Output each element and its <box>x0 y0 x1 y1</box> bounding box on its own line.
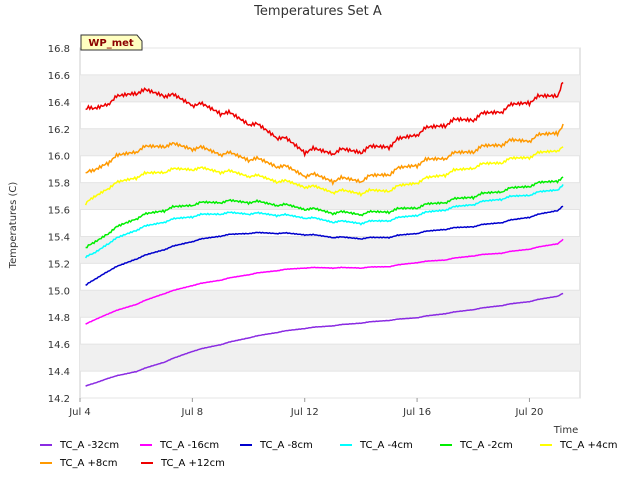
site-badge: WP_met <box>80 34 143 51</box>
y-tick-label: 16.0 <box>48 152 70 163</box>
x-tick-label: Jul 12 <box>290 407 319 418</box>
series-line <box>85 176 564 249</box>
legend-item-tc-a-plus12cm: TC_A +12cm <box>141 458 242 469</box>
y-tick-label: 14.8 <box>48 313 70 324</box>
legend-label: TC_A +12cm <box>161 457 225 469</box>
y-tick-label: 16.2 <box>48 125 70 136</box>
legend-swatch <box>440 444 452 446</box>
y-tick-label: 15.4 <box>48 232 70 243</box>
legend-row: TC_A -32cm TC_A -16cm TC_A -8cm TC_A -4c… <box>40 436 640 454</box>
series-line <box>85 81 564 158</box>
series-lines <box>84 81 564 387</box>
site-badge-label: WP_met <box>88 38 134 49</box>
y-tick-label: 16.4 <box>48 98 70 109</box>
series-line <box>85 238 564 325</box>
legend-swatch <box>40 462 52 464</box>
legend-item-tc-a-2cm: TC_A -2cm <box>440 440 540 451</box>
legend-swatch <box>40 444 52 446</box>
y-tick-label: 15.0 <box>48 286 70 297</box>
legend-label: TC_A +4cm <box>560 439 618 451</box>
legend-label: TC_A -4cm <box>360 439 413 451</box>
legend-item-tc-a-8cm: TC_A -8cm <box>240 440 340 451</box>
y-axis: 14.2 14.4 14.6 14.8 15.0 15.2 15.4 15.6 15.8 16.0… <box>48 44 70 405</box>
legend-swatch <box>140 444 152 446</box>
chart-title: Temperatures Set A <box>253 4 382 19</box>
legend-item-tc-a-plus4cm: TC_A +4cm <box>540 440 640 451</box>
series-line <box>84 184 564 259</box>
x-tick-label: Jul 4 <box>68 407 91 418</box>
y-tick-label: 15.2 <box>48 259 70 270</box>
legend-item-tc-a-32cm: TC_A -32cm <box>40 440 140 451</box>
legend-swatch <box>540 444 552 446</box>
grid-band <box>80 344 580 372</box>
legend-label: TC_A -32cm <box>60 439 120 451</box>
y-tick-label: 14.6 <box>48 340 70 351</box>
grid-band <box>80 74 580 102</box>
series-line <box>85 123 564 186</box>
legend-label: TC_A -16cm <box>160 439 220 451</box>
legend-row: TC_A +8cm TC_A +12cm <box>40 454 640 472</box>
x-axis: Jul 4 Jul 8 Jul 12 Jul 16 Jul 20 <box>68 398 543 418</box>
y-tick-label: 16.8 <box>48 44 70 55</box>
series-line <box>85 292 564 387</box>
y-tick-label: 14.2 <box>48 394 70 405</box>
legend-label: TC_A +8cm <box>60 457 118 469</box>
series-line <box>84 146 564 206</box>
legend-label: TC_A -8cm <box>260 439 313 451</box>
legend-item-tc-a-plus8cm: TC_A +8cm <box>40 458 141 469</box>
grid-band <box>80 182 580 210</box>
legend-swatch <box>240 444 252 446</box>
legend-swatch <box>340 444 352 446</box>
legend-swatch <box>141 462 153 464</box>
legend-item-tc-a-16cm: TC_A -16cm <box>140 440 240 451</box>
x-tick-label: Jul 8 <box>181 407 204 418</box>
x-axis-label: Time <box>553 425 578 436</box>
y-tick-label: 16.6 <box>48 71 70 82</box>
y-tick-label: 15.6 <box>48 206 70 217</box>
legend: TC_A -32cm TC_A -16cm TC_A -8cm TC_A -4c… <box>40 436 640 472</box>
grid-band <box>80 236 580 264</box>
x-tick-label: Jul 20 <box>514 407 543 418</box>
legend-label: TC_A -2cm <box>460 439 513 451</box>
legend-item-tc-a-4cm: TC_A -4cm <box>340 440 440 451</box>
y-axis-label: Temperatures (C) <box>8 182 19 270</box>
x-tick-label: Jul 16 <box>402 407 431 418</box>
grid-band <box>80 290 580 318</box>
grid-bands <box>80 47 580 399</box>
y-tick-label: 14.4 <box>48 367 70 378</box>
y-tick-label: 15.8 <box>48 179 70 190</box>
series-line <box>85 205 564 286</box>
